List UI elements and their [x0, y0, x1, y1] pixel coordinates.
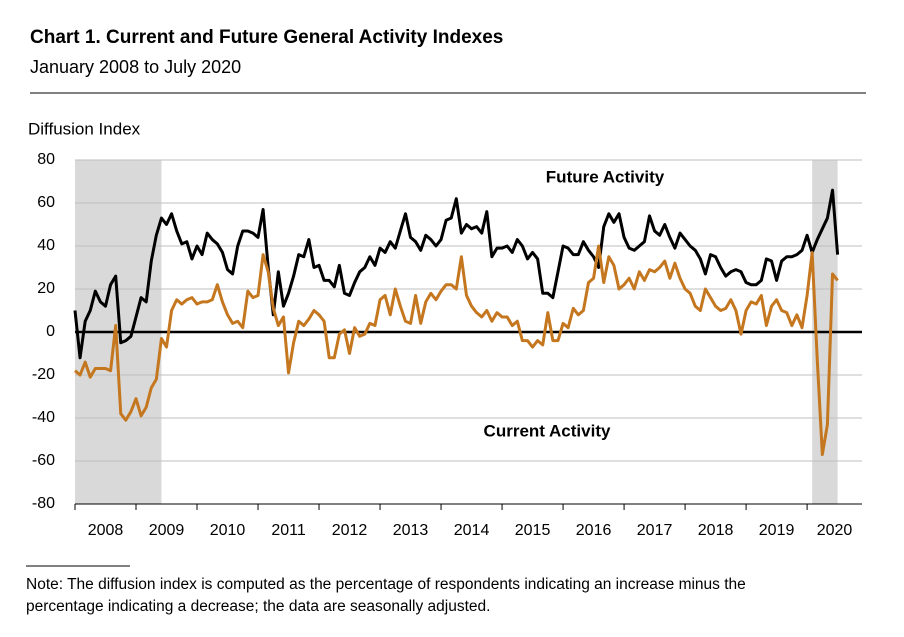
x-tick-label: 2009 — [149, 522, 185, 539]
note: percentage indicating a decrease; the da… — [26, 598, 490, 615]
y-tick-label: 20 — [37, 280, 55, 297]
y-tick-label: 40 — [37, 237, 55, 254]
y-tick-label: -80 — [32, 495, 55, 512]
y-tick-label: -20 — [32, 366, 55, 383]
x-tick-label: 2019 — [759, 522, 795, 539]
x-tick-label: 2012 — [332, 522, 368, 539]
y-tick-label: 80 — [37, 151, 55, 168]
series-line — [73, 188, 840, 360]
y-tick-label: -40 — [32, 409, 55, 426]
x-tick-label: 2014 — [454, 522, 490, 539]
series-label: Current Activity — [484, 421, 611, 440]
chart-title: Chart 1. Current and Future General Acti… — [30, 27, 503, 48]
series-label: Future Activity — [546, 167, 665, 186]
x-tick-label: 2010 — [210, 522, 246, 539]
y-axis-label: Diffusion Index — [28, 119, 141, 138]
note: Note: The diffusion index is computed as… — [26, 576, 746, 593]
x-tick-label: 2015 — [515, 522, 551, 539]
x-tick-label: 2018 — [698, 522, 734, 539]
x-tick-label: 2011 — [271, 522, 306, 539]
x-tick-label: 2020 — [817, 522, 853, 539]
x-tick-label: 2013 — [393, 522, 429, 539]
x-tick-label: 2016 — [576, 522, 612, 539]
y-tick-label: -60 — [32, 452, 55, 469]
series-line — [74, 244, 839, 457]
x-tick-label: 2017 — [637, 522, 673, 539]
y-tick-label: 60 — [37, 194, 55, 211]
x-tick-label: 2008 — [88, 522, 124, 539]
chart-subtitle: January 2008 to July 2020 — [30, 57, 241, 77]
y-tick-label: 0 — [46, 323, 55, 340]
